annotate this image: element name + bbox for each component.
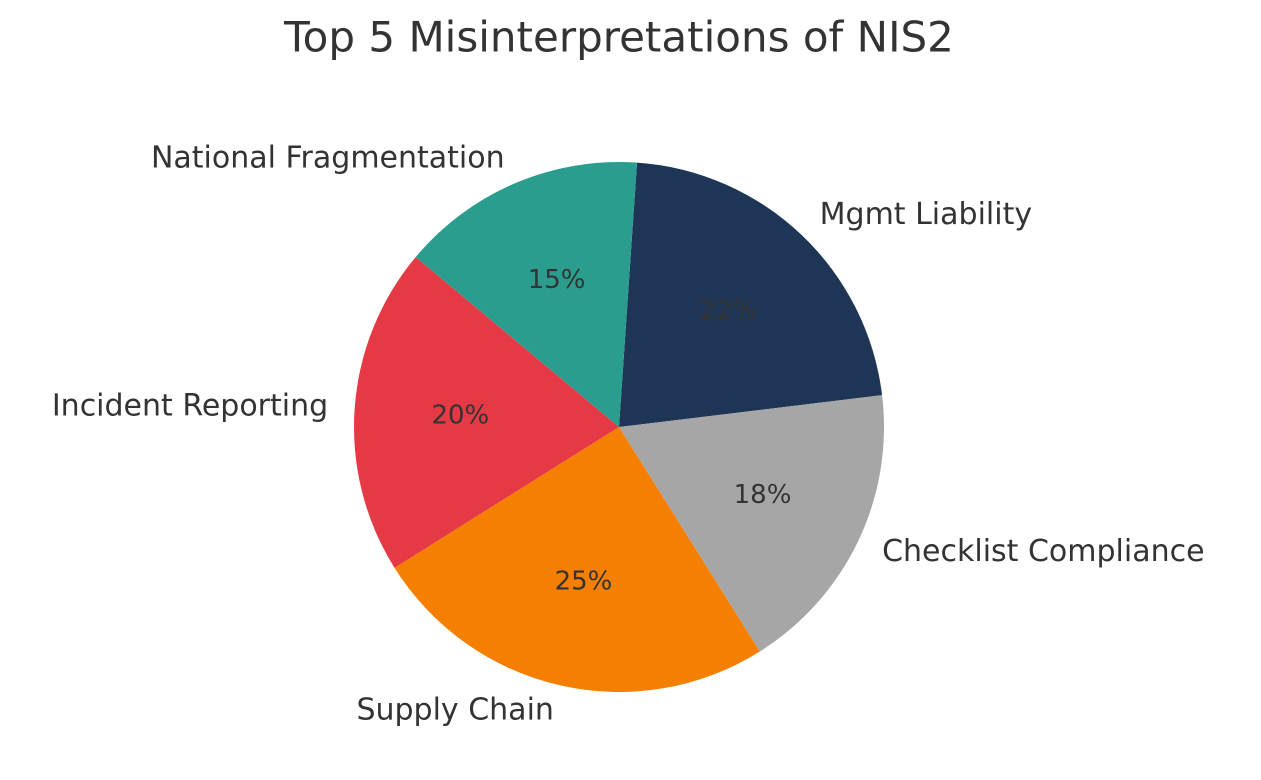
pie-slice bbox=[394, 427, 760, 692]
pie-slice bbox=[415, 162, 638, 427]
percent-label: 15% bbox=[528, 265, 586, 295]
slice-label: National Fragmentation bbox=[151, 140, 505, 175]
percent-label: 20% bbox=[431, 401, 489, 431]
pie-slice bbox=[354, 257, 619, 568]
pie-slice bbox=[619, 395, 884, 652]
slice-label: Incident Reporting bbox=[52, 389, 328, 424]
percent-label: 22% bbox=[700, 296, 758, 326]
slice-label: Checklist Compliance bbox=[882, 534, 1204, 569]
percent-label: 18% bbox=[734, 480, 792, 510]
percent-label: 25% bbox=[555, 566, 613, 596]
pie-slice bbox=[619, 162, 883, 428]
slice-label: Supply Chain bbox=[356, 693, 553, 728]
chart-title: Top 5 Misinterpretations of NIS2 bbox=[283, 13, 954, 62]
slice-label: Mgmt Liability bbox=[820, 197, 1032, 232]
